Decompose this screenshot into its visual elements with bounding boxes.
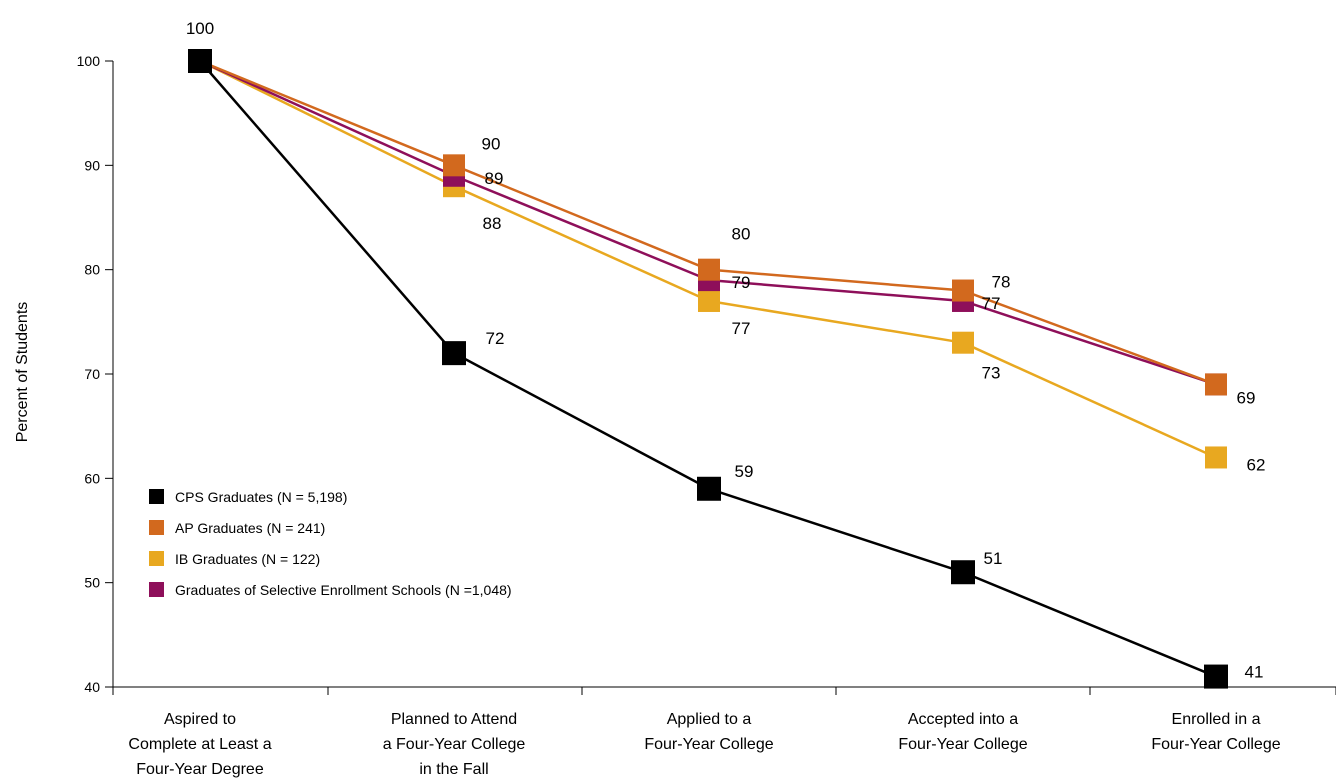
- legend-swatch: [149, 520, 164, 535]
- y-tick-label: 70: [84, 366, 100, 382]
- x-category-label-line: Planned to Attend: [391, 711, 517, 728]
- y-tick-label: 60: [84, 470, 100, 486]
- legend-label: Graduates of Selective Enrollment School…: [175, 582, 512, 598]
- data-label: 90: [482, 134, 501, 153]
- series-point: [1204, 664, 1228, 689]
- data-label: 59: [735, 462, 754, 481]
- legend-label: IB Graduates (N = 122): [175, 551, 320, 567]
- x-category-label: Accepted into a Four-Year College: [898, 711, 1027, 753]
- legend-swatch: [149, 551, 164, 566]
- y-tick-label: 100: [77, 53, 101, 69]
- y-tick-label: 50: [84, 575, 100, 591]
- y-tick-label: 90: [84, 157, 100, 173]
- data-label: 73: [982, 364, 1001, 383]
- data-label: 100: [186, 19, 214, 38]
- legend-swatch: [149, 582, 164, 597]
- y-tick-label: 40: [84, 679, 100, 695]
- series-markers: [188, 49, 1228, 689]
- series-point: [952, 279, 974, 302]
- series-point: [443, 154, 465, 177]
- x-category-label-line: Four-Year College: [644, 736, 773, 753]
- data-labels: 88 77 73 62 89 79 77 90 80 78 69 100 72 59 51 41: [186, 19, 1266, 682]
- x-axis-categories: Aspired to Complete at Least a Four-Year D…: [112, 687, 1336, 778]
- data-label: 41: [1245, 663, 1264, 682]
- x-category-label-line: Complete at Least a: [128, 736, 271, 753]
- x-category-label-line: Applied to a: [667, 711, 752, 728]
- x-category-label-line: Four-Year Degree: [136, 761, 264, 778]
- y-axis-title: Percent of Students: [14, 302, 31, 443]
- data-label: 62: [1247, 455, 1266, 474]
- series-line: [199, 59, 1217, 386]
- y-axis-ticks: 40 50 60 70 80 90 100: [77, 53, 113, 695]
- series-point: [951, 560, 975, 585]
- data-label: 80: [732, 225, 751, 244]
- x-category-label: Planned to Attend a Four-Year College in t…: [383, 711, 526, 778]
- series-point: [952, 331, 974, 354]
- x-category-label-line: Four-Year College: [1151, 736, 1280, 753]
- x-category-label-line: Enrolled in a: [1172, 711, 1261, 728]
- data-label: 78: [992, 273, 1011, 292]
- data-label: 69: [1237, 388, 1256, 407]
- x-category-label: Applied to a Four-Year College: [644, 711, 773, 753]
- data-label: 51: [984, 549, 1003, 568]
- data-label: 89: [485, 169, 504, 188]
- legend: CPS Graduates (N = 5,198) AP Graduates (N…: [149, 489, 512, 598]
- x-category-label-line: Four-Year College: [898, 736, 1027, 753]
- legend-item: IB Graduates (N = 122): [149, 551, 320, 567]
- series-point: [698, 289, 720, 312]
- series-point: [442, 341, 466, 366]
- data-label: 79: [732, 273, 751, 292]
- series-point: [698, 258, 720, 281]
- legend-swatch: [149, 489, 164, 504]
- x-category-label-line: in the Fall: [419, 761, 488, 778]
- x-category-label-line: a Four-Year College: [383, 736, 526, 753]
- x-category-label-line: Aspired to: [164, 711, 236, 728]
- series-point: [697, 476, 721, 501]
- y-tick-label: 80: [84, 262, 100, 278]
- series-point: [1205, 373, 1227, 396]
- legend-label: CPS Graduates (N = 5,198): [175, 489, 347, 505]
- data-label: 72: [486, 329, 505, 348]
- legend-item: AP Graduates (N = 241): [149, 520, 325, 536]
- data-label: 77: [732, 319, 751, 338]
- x-category-label: Aspired to Complete at Least a Four-Year D…: [128, 711, 271, 778]
- x-category-label: Enrolled in a Four-Year College: [1151, 711, 1280, 753]
- x-category-label-line: Accepted into a: [908, 711, 1018, 728]
- data-label: 77: [982, 294, 1001, 313]
- series-point: [1205, 446, 1227, 469]
- data-label: 88: [483, 214, 502, 233]
- legend-item: CPS Graduates (N = 5,198): [149, 489, 347, 505]
- legend-label: AP Graduates (N = 241): [175, 520, 325, 536]
- series-point: [188, 49, 212, 73]
- series-line: [199, 59, 1217, 386]
- legend-item: Graduates of Selective Enrollment School…: [149, 582, 512, 598]
